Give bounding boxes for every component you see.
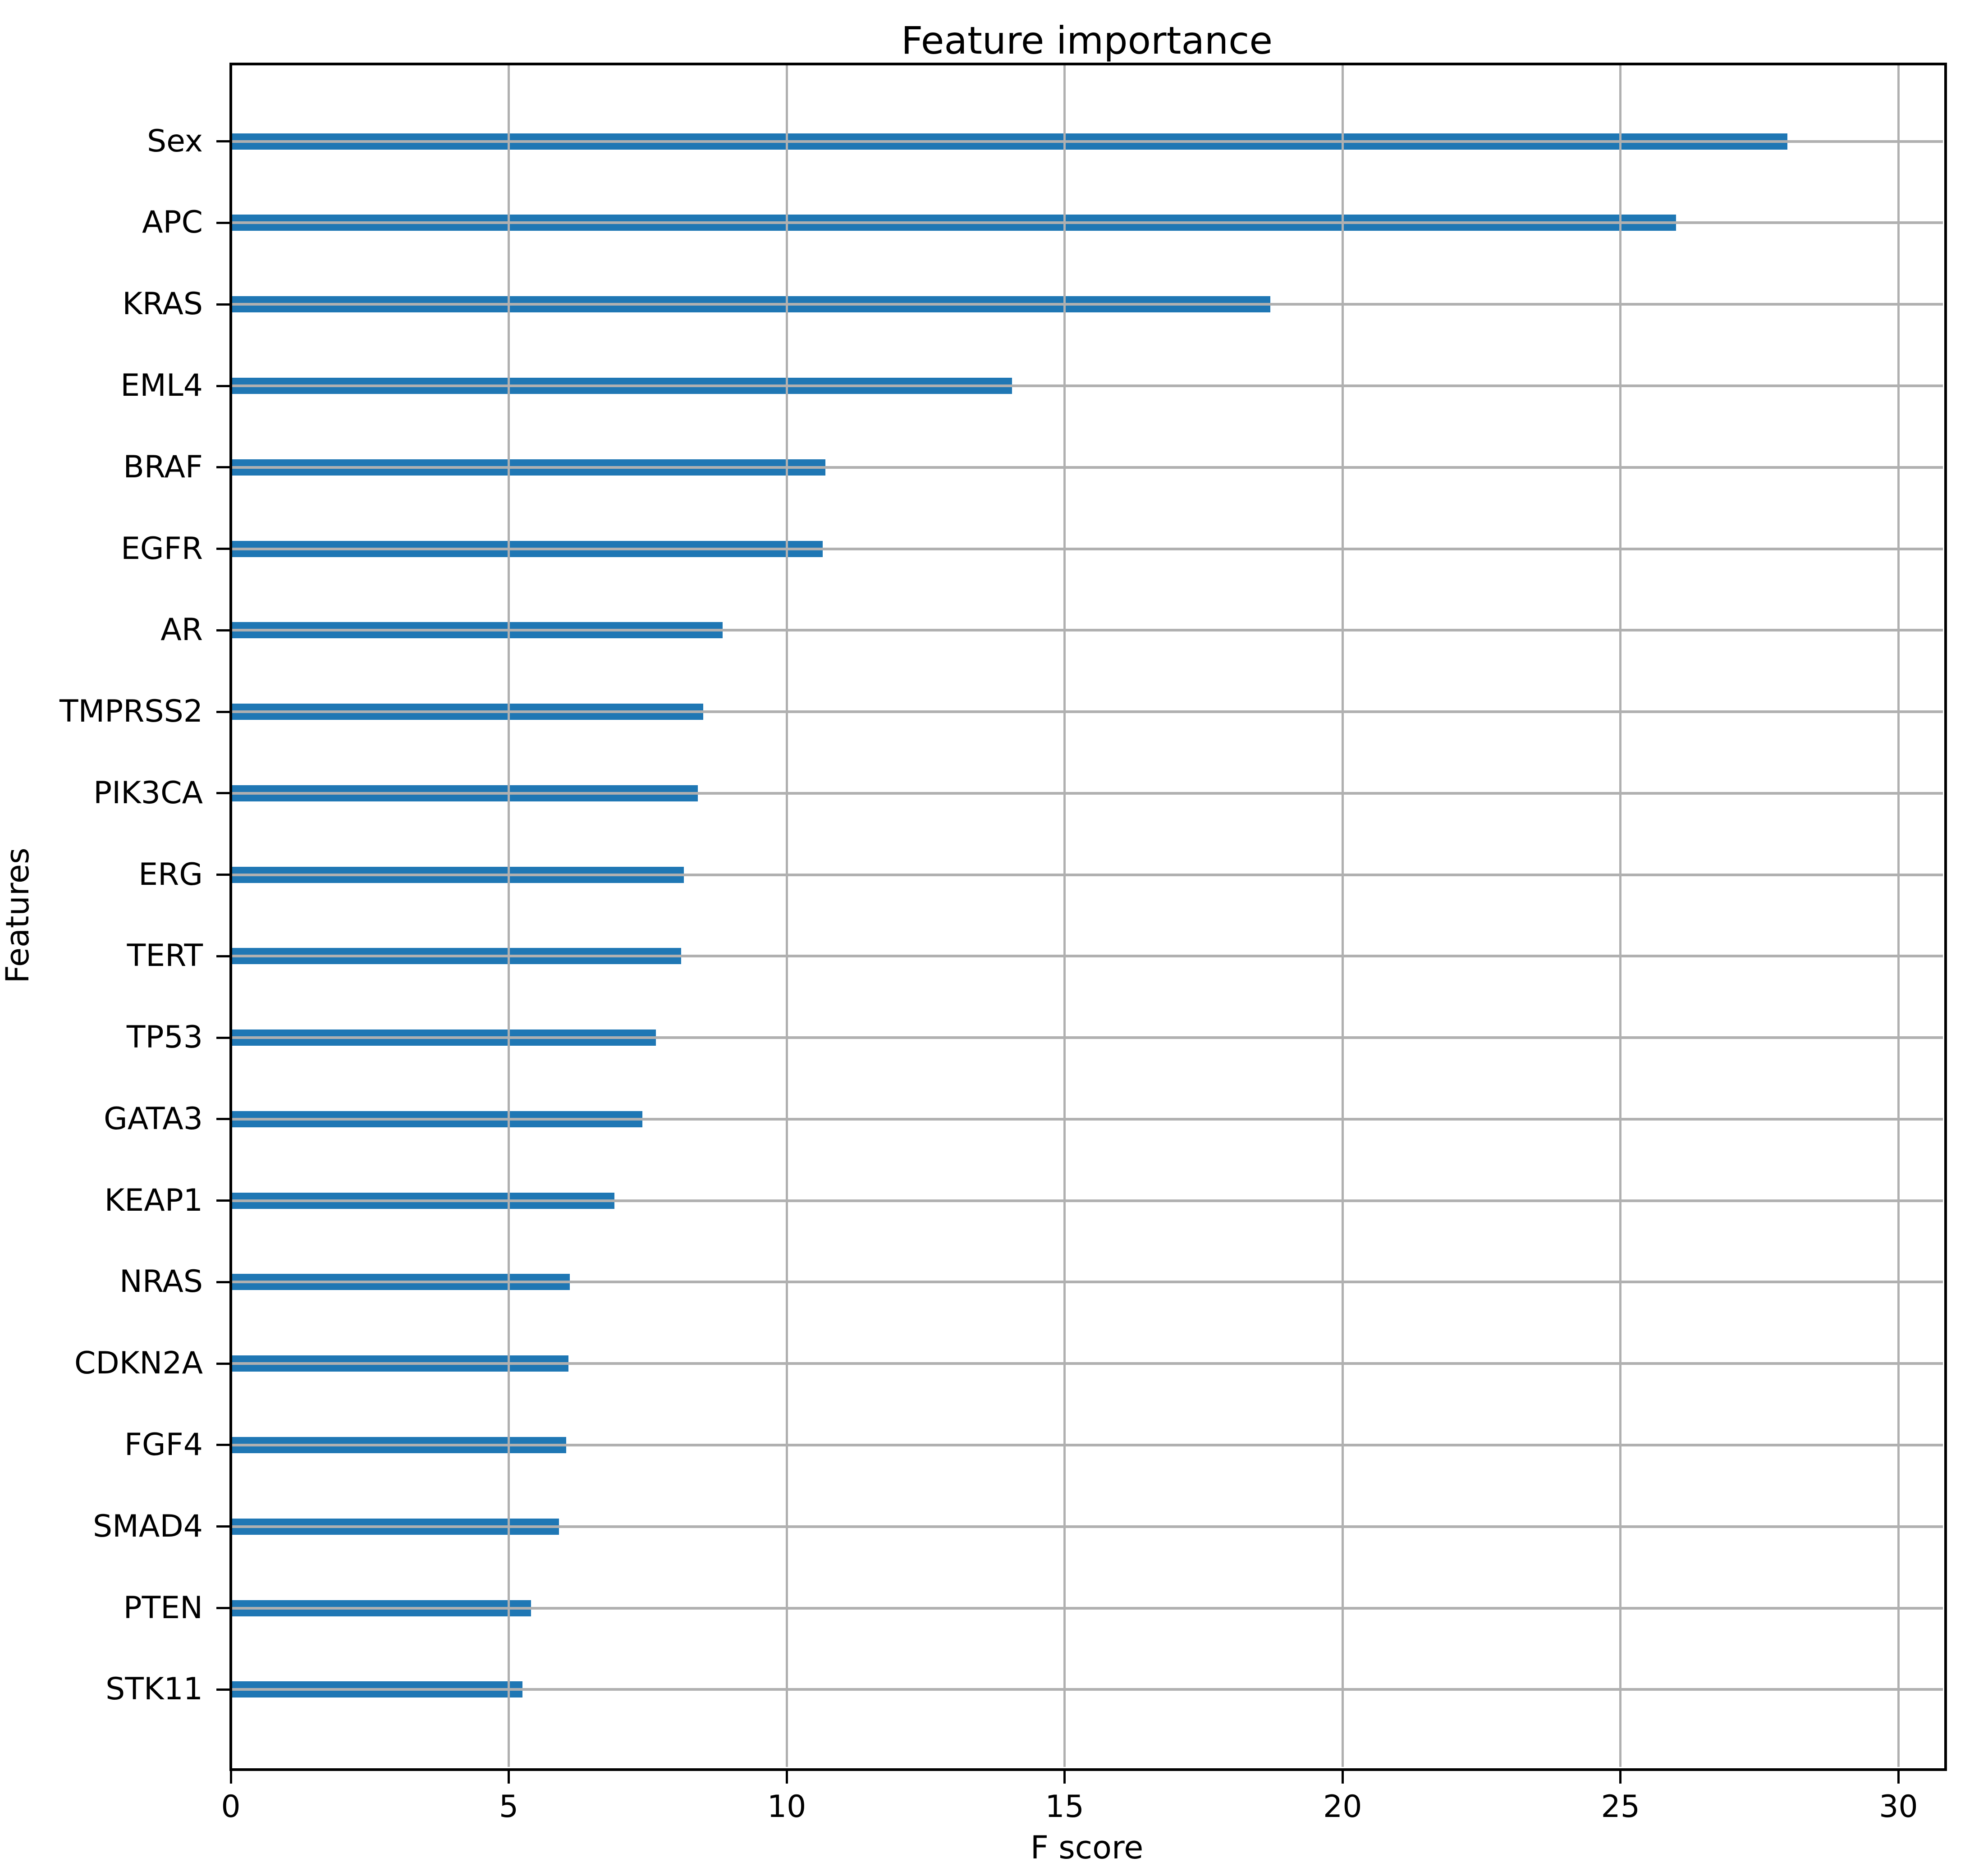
y-tick-mark bbox=[216, 140, 231, 143]
x-tick-mark bbox=[508, 1769, 510, 1784]
y-tick-mark bbox=[216, 548, 231, 550]
y-gridline bbox=[231, 1362, 1943, 1365]
y-tick-label-EML4: EML4 bbox=[120, 368, 203, 404]
x-tick-mark bbox=[785, 1769, 788, 1784]
y-tick-mark bbox=[216, 1118, 231, 1121]
y-gridline bbox=[231, 140, 1943, 143]
y-gridline bbox=[231, 466, 1943, 469]
x-tick-label-15: 15 bbox=[1045, 1789, 1084, 1825]
y-gridline bbox=[231, 710, 1943, 714]
y-tick-mark bbox=[216, 1036, 231, 1039]
y-tick-mark bbox=[216, 1607, 231, 1609]
plot-area bbox=[231, 64, 1943, 1767]
y-gridline bbox=[231, 1443, 1943, 1446]
y-gridline bbox=[231, 1281, 1943, 1284]
x-gridline bbox=[1341, 64, 1344, 1767]
y-tick-mark bbox=[216, 466, 231, 469]
y-tick-label-FGF4: FGF4 bbox=[124, 1427, 203, 1463]
y-tick-mark bbox=[216, 1281, 231, 1283]
x-tick-mark bbox=[1063, 1769, 1066, 1784]
x-axis-label: F score bbox=[1030, 1829, 1144, 1866]
y-tick-mark bbox=[216, 710, 231, 713]
y-tick-label-TMPRSS2: TMPRSS2 bbox=[59, 694, 203, 730]
y-gridline bbox=[231, 1606, 1943, 1610]
x-tick-label-5: 5 bbox=[499, 1789, 519, 1825]
y-tick-mark bbox=[216, 1688, 231, 1691]
x-tick-mark bbox=[229, 1769, 232, 1784]
x-gridline bbox=[1063, 64, 1066, 1767]
x-tick-label-10: 10 bbox=[767, 1789, 806, 1825]
y-tick-mark bbox=[216, 1525, 231, 1528]
y-gridline bbox=[231, 955, 1943, 958]
y-tick-mark bbox=[216, 1362, 231, 1365]
x-gridline bbox=[508, 64, 510, 1767]
y-gridline bbox=[231, 221, 1943, 224]
x-gridline bbox=[1897, 64, 1900, 1767]
y-tick-mark bbox=[216, 221, 231, 224]
y-gridline bbox=[231, 384, 1943, 388]
x-tick-mark bbox=[1619, 1769, 1622, 1784]
y-gridline bbox=[231, 1525, 1943, 1528]
y-tick-mark bbox=[216, 792, 231, 795]
x-tick-mark bbox=[1897, 1769, 1900, 1784]
y-tick-mark bbox=[216, 874, 231, 876]
y-tick-mark bbox=[216, 955, 231, 957]
chart-title: Feature importance bbox=[901, 18, 1273, 63]
y-tick-label-PTEN: PTEN bbox=[123, 1590, 203, 1626]
x-tick-label-30: 30 bbox=[1879, 1789, 1918, 1825]
y-tick-label-EGFR: EGFR bbox=[120, 531, 203, 567]
y-tick-label-PIK3CA: PIK3CA bbox=[93, 775, 203, 811]
y-gridline bbox=[231, 1688, 1943, 1691]
x-tick-label-25: 25 bbox=[1601, 1789, 1640, 1825]
y-gridline bbox=[231, 873, 1943, 876]
y-gridline bbox=[231, 1117, 1943, 1121]
y-gridline bbox=[231, 1036, 1943, 1039]
y-tick-label-CDKN2A: CDKN2A bbox=[74, 1345, 203, 1382]
y-tick-label-Sex: Sex bbox=[147, 123, 203, 159]
y-tick-label-BRAF: BRAF bbox=[123, 449, 203, 485]
y-gridline bbox=[231, 303, 1943, 306]
x-tick-label-20: 20 bbox=[1323, 1789, 1362, 1825]
y-tick-label-NRAS: NRAS bbox=[119, 1264, 203, 1300]
y-tick-label-TP53: TP53 bbox=[126, 1020, 203, 1056]
y-gridline bbox=[231, 792, 1943, 795]
y-tick-label-KRAS: KRAS bbox=[122, 286, 203, 322]
x-gridline bbox=[1619, 64, 1622, 1767]
x-gridline bbox=[785, 64, 788, 1767]
y-tick-label-KEAP1: KEAP1 bbox=[104, 1182, 203, 1218]
y-tick-mark bbox=[216, 303, 231, 306]
y-axis-label: Features bbox=[0, 847, 36, 984]
y-tick-mark bbox=[216, 629, 231, 631]
y-tick-label-ERG: ERG bbox=[138, 856, 203, 892]
y-tick-label-STK11: STK11 bbox=[105, 1671, 203, 1707]
x-tick-label-0: 0 bbox=[221, 1789, 241, 1825]
y-tick-label-TERT: TERT bbox=[127, 938, 203, 974]
y-tick-mark bbox=[216, 384, 231, 387]
y-tick-label-GATA3: GATA3 bbox=[104, 1101, 203, 1137]
y-gridline bbox=[231, 629, 1943, 632]
y-tick-mark bbox=[216, 1444, 231, 1446]
y-tick-mark bbox=[216, 1199, 231, 1202]
y-gridline bbox=[231, 1199, 1943, 1202]
y-gridline bbox=[231, 547, 1943, 550]
y-tick-label-SMAD4: SMAD4 bbox=[93, 1508, 203, 1544]
y-tick-label-APC: APC bbox=[142, 205, 203, 241]
x-tick-mark bbox=[1341, 1769, 1344, 1784]
y-tick-label-AR: AR bbox=[160, 612, 203, 648]
